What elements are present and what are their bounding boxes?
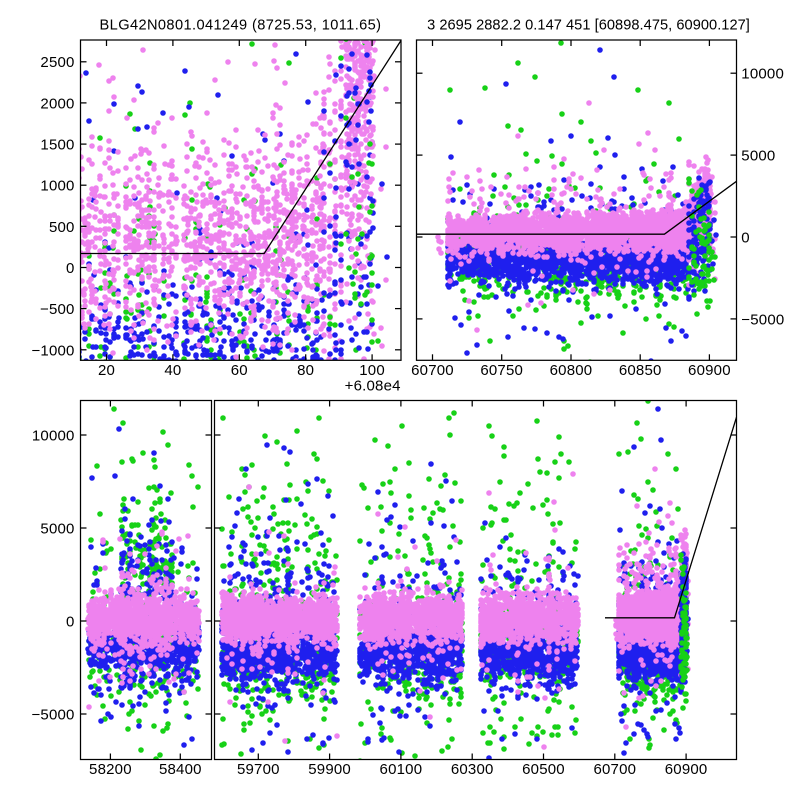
svg-text:5000: 5000: [741, 148, 775, 165]
svg-text:−5000: −5000: [741, 311, 784, 328]
svg-text:60700: 60700: [411, 362, 454, 379]
svg-text:0: 0: [741, 230, 750, 247]
svg-text:59900: 59900: [308, 761, 351, 778]
svg-text:40: 40: [164, 362, 181, 379]
svg-text:60700: 60700: [593, 761, 636, 778]
svg-text:−5000: −5000: [31, 707, 74, 724]
svg-text:10000: 10000: [741, 66, 784, 83]
svg-text:1000: 1000: [40, 178, 74, 195]
svg-text:60850: 60850: [619, 362, 662, 379]
svg-text:5000: 5000: [40, 521, 74, 538]
svg-text:1500: 1500: [40, 137, 74, 154]
svg-text:2000: 2000: [40, 95, 74, 112]
svg-text:60750: 60750: [480, 362, 523, 379]
svg-text:58200: 58200: [89, 761, 132, 778]
svg-text:60: 60: [231, 362, 248, 379]
svg-text:60900: 60900: [688, 362, 731, 379]
svg-text:3 2695 2882.2 0.147 451 [60898: 3 2695 2882.2 0.147 451 [60898.475, 6090…: [427, 18, 750, 34]
svg-text:60900: 60900: [665, 761, 708, 778]
svg-text:60300: 60300: [451, 761, 494, 778]
svg-text:60800: 60800: [550, 362, 593, 379]
svg-text:0: 0: [66, 260, 75, 277]
svg-text:0: 0: [66, 614, 75, 631]
svg-text:2500: 2500: [40, 54, 74, 71]
svg-text:−1000: −1000: [31, 342, 74, 359]
svg-text:60100: 60100: [380, 761, 423, 778]
svg-text:500: 500: [49, 219, 75, 236]
svg-text:58400: 58400: [159, 761, 202, 778]
svg-text:10000: 10000: [32, 428, 75, 445]
svg-text:80: 80: [297, 362, 314, 379]
svg-text:+6.08e4: +6.08e4: [345, 378, 401, 395]
svg-text:−500: −500: [40, 301, 75, 318]
svg-text:60500: 60500: [522, 761, 565, 778]
svg-text:BLG42N0801.041249 (8725.53, 10: BLG42N0801.041249 (8725.53, 1011.65): [100, 18, 382, 34]
svg-text:59700: 59700: [237, 761, 280, 778]
svg-text:20: 20: [98, 362, 115, 379]
svg-text:100: 100: [359, 362, 385, 379]
